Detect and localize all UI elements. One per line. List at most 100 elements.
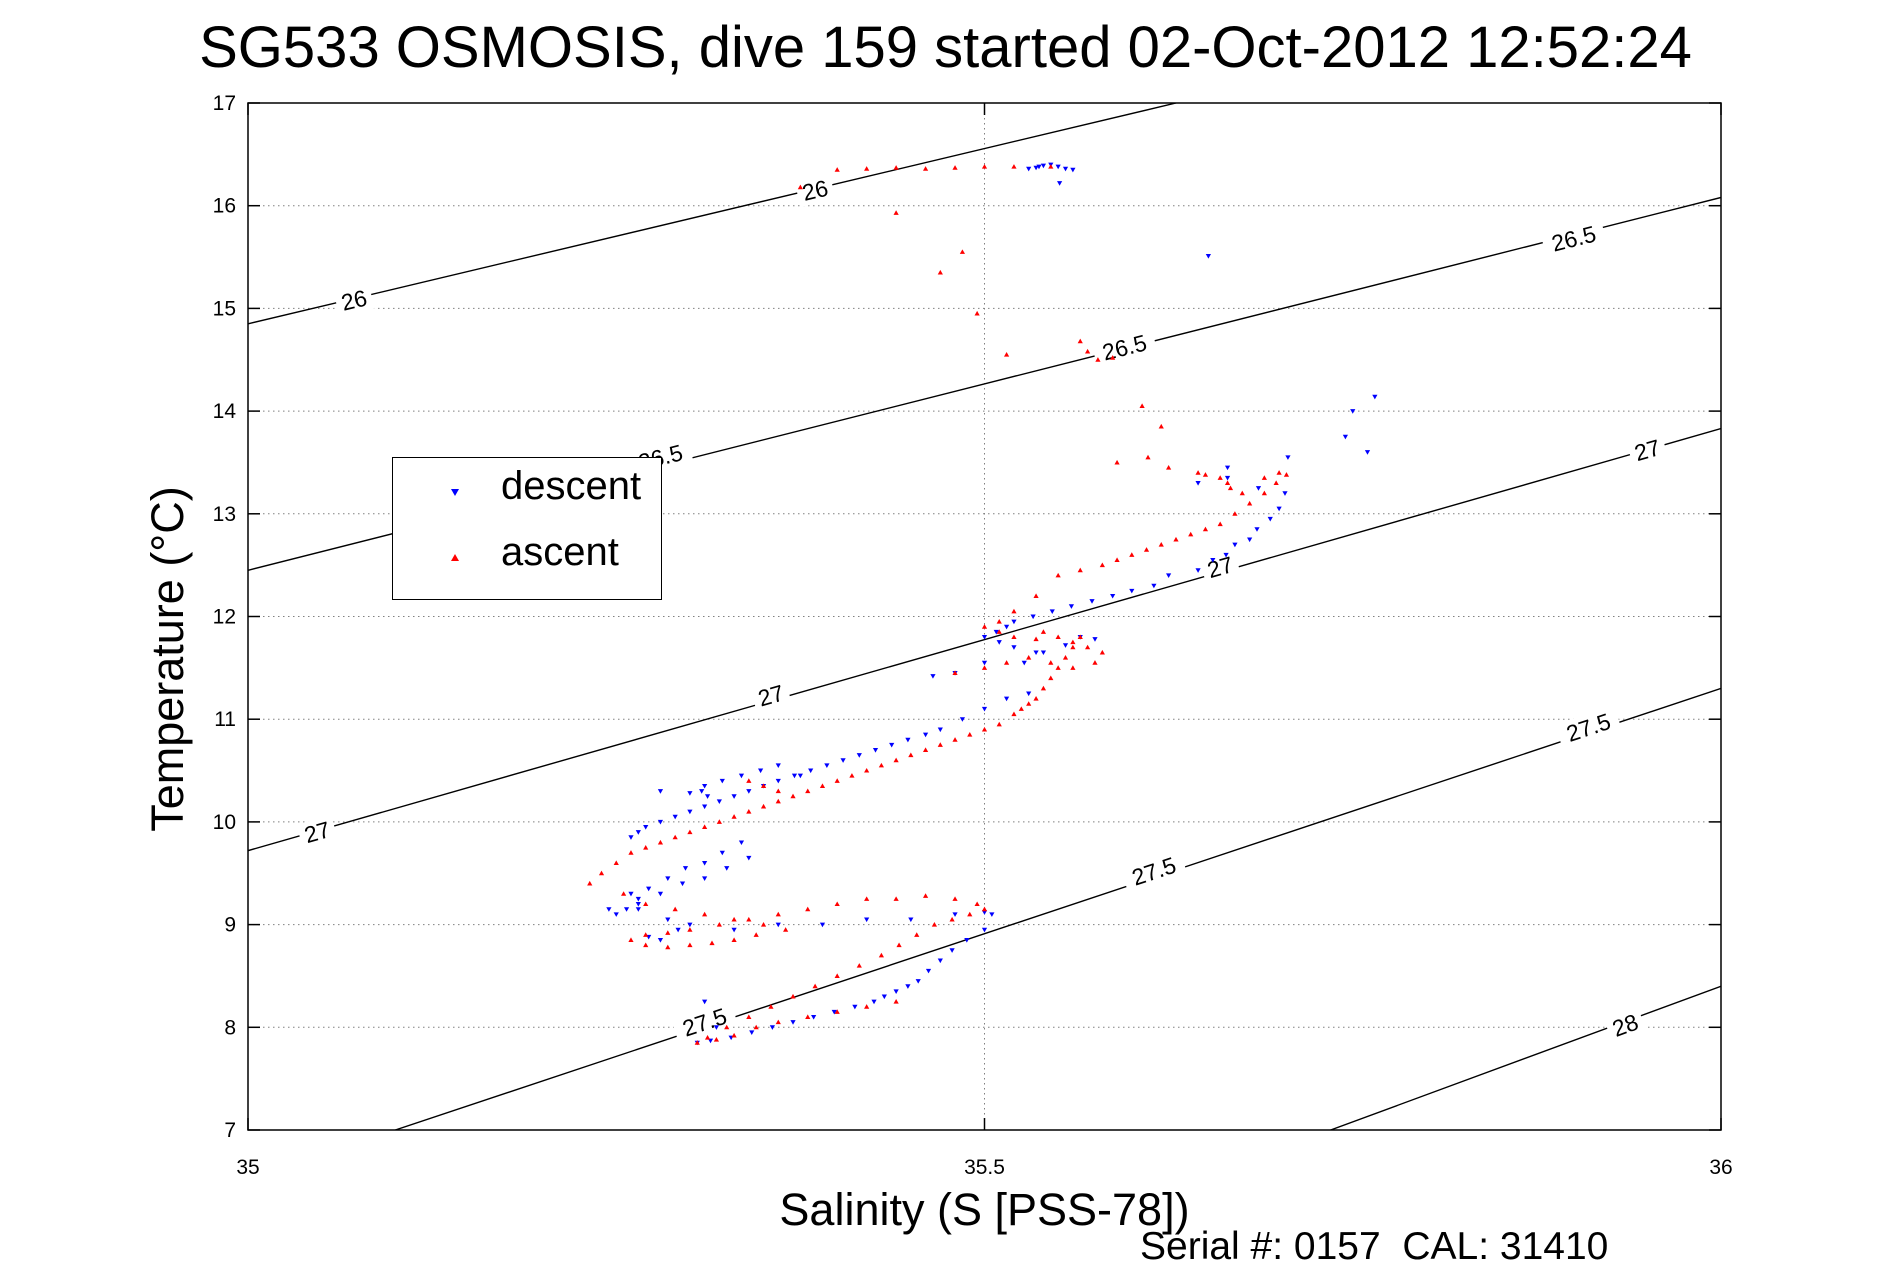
ascent-point bbox=[996, 619, 1002, 624]
descent-point bbox=[702, 999, 708, 1005]
descent-point bbox=[922, 732, 929, 738]
ascent-point bbox=[1003, 352, 1010, 357]
y-axis-label: Temperature (°C) bbox=[142, 486, 193, 832]
descent-point bbox=[702, 783, 708, 789]
descent-point bbox=[981, 927, 988, 933]
descent-point bbox=[699, 789, 705, 794]
contour-line-27.5 bbox=[395, 687, 1721, 1130]
descent-point bbox=[716, 799, 722, 804]
ascent-point bbox=[1026, 654, 1032, 660]
ascent-point bbox=[1217, 475, 1223, 480]
descent-point bbox=[1350, 409, 1356, 414]
ascent-point bbox=[643, 901, 649, 907]
descent-point bbox=[1070, 167, 1076, 173]
descent-point bbox=[613, 912, 619, 917]
ascent-point bbox=[1202, 526, 1209, 532]
ascent-point bbox=[1048, 164, 1054, 169]
ascent-point bbox=[949, 916, 955, 922]
y-tick-label: 10 bbox=[213, 811, 236, 834]
ascent-point bbox=[790, 793, 796, 799]
descent-point bbox=[1049, 609, 1055, 614]
ascent-point bbox=[996, 629, 1002, 634]
ascent-point bbox=[981, 726, 988, 732]
y-tick-label: 13 bbox=[213, 503, 236, 526]
ascent-point bbox=[1055, 665, 1061, 670]
descent-point bbox=[665, 917, 671, 923]
ascent-point bbox=[849, 773, 855, 778]
descent-point bbox=[872, 748, 879, 753]
legend-label-descent: descent bbox=[501, 464, 642, 508]
descent-point bbox=[915, 979, 921, 984]
ascent-point bbox=[1003, 660, 1010, 665]
y-tick-label: 8 bbox=[224, 1016, 236, 1039]
contour-label-26.5: 26.5 bbox=[1091, 327, 1158, 368]
grid-lines bbox=[247, 102, 1722, 1131]
ascent-point bbox=[1040, 629, 1047, 634]
ascent-point bbox=[1048, 660, 1054, 665]
descent-point bbox=[1205, 254, 1211, 259]
ascent-point bbox=[1224, 480, 1231, 485]
ascent-point bbox=[1099, 649, 1105, 655]
ascent-point bbox=[746, 778, 752, 783]
contour-label-text: 27.5 bbox=[679, 1003, 730, 1042]
contour-label-26: 26 bbox=[333, 283, 375, 317]
ascent-point bbox=[760, 922, 767, 927]
ascent-point bbox=[1095, 357, 1101, 362]
descent-point bbox=[657, 938, 664, 943]
descent-point bbox=[687, 809, 693, 815]
ascent-point bbox=[643, 942, 649, 948]
descent-point bbox=[1224, 475, 1231, 481]
descent-point bbox=[635, 907, 641, 912]
descent-point bbox=[1026, 166, 1032, 172]
descent-point bbox=[719, 778, 725, 784]
ascent-point bbox=[834, 1009, 840, 1014]
descent-point bbox=[925, 968, 932, 974]
ascent-point bbox=[805, 906, 811, 912]
ascent-point bbox=[1077, 634, 1083, 640]
ascent-point bbox=[760, 783, 767, 788]
contour-label-text: 26.5 bbox=[1100, 329, 1150, 365]
descent-point bbox=[628, 835, 634, 840]
descent-point bbox=[724, 866, 730, 871]
descent-point bbox=[1089, 599, 1095, 604]
descent-point bbox=[831, 1009, 837, 1015]
ascent-point bbox=[1070, 639, 1076, 645]
descent-point bbox=[1282, 491, 1288, 496]
ascent-point bbox=[893, 165, 899, 170]
descent-point bbox=[1011, 619, 1017, 625]
ascent-point bbox=[967, 911, 973, 917]
ascent-point bbox=[768, 1004, 774, 1009]
ascent-point bbox=[1055, 572, 1061, 578]
ascent-point bbox=[922, 166, 929, 171]
ascent-point bbox=[716, 819, 722, 824]
descent-point bbox=[775, 763, 781, 769]
ascent-point bbox=[1158, 423, 1164, 429]
ascent-point bbox=[1110, 355, 1116, 360]
descent-point bbox=[719, 850, 725, 856]
descent-point bbox=[1372, 394, 1378, 400]
ascent-marker-icon bbox=[451, 554, 459, 561]
ascent-point bbox=[864, 166, 870, 171]
ascent-point bbox=[1018, 706, 1024, 711]
ascent-point bbox=[731, 937, 737, 943]
descent-point bbox=[1026, 691, 1032, 697]
descent-point bbox=[889, 742, 895, 748]
descent-point bbox=[1276, 506, 1282, 512]
descent-point bbox=[628, 891, 634, 897]
contour-label-text: 27.5 bbox=[1129, 852, 1180, 891]
legend-row-descent: descent bbox=[393, 458, 661, 518]
ascent-point bbox=[1011, 711, 1017, 717]
x-tick-label: 36 bbox=[1709, 1156, 1732, 1179]
descent-point bbox=[746, 789, 752, 794]
ascent-point bbox=[952, 670, 958, 675]
descent-point bbox=[687, 922, 693, 928]
ascent-point bbox=[922, 747, 929, 753]
ascent-point bbox=[967, 732, 973, 737]
ascent-point bbox=[1040, 685, 1047, 691]
descent-point bbox=[1033, 165, 1039, 171]
descent-point bbox=[1040, 650, 1047, 656]
y-tick-label: 12 bbox=[213, 606, 236, 629]
ascent-point bbox=[937, 269, 943, 275]
descent-point bbox=[682, 866, 689, 871]
ascent-point bbox=[1283, 472, 1290, 477]
